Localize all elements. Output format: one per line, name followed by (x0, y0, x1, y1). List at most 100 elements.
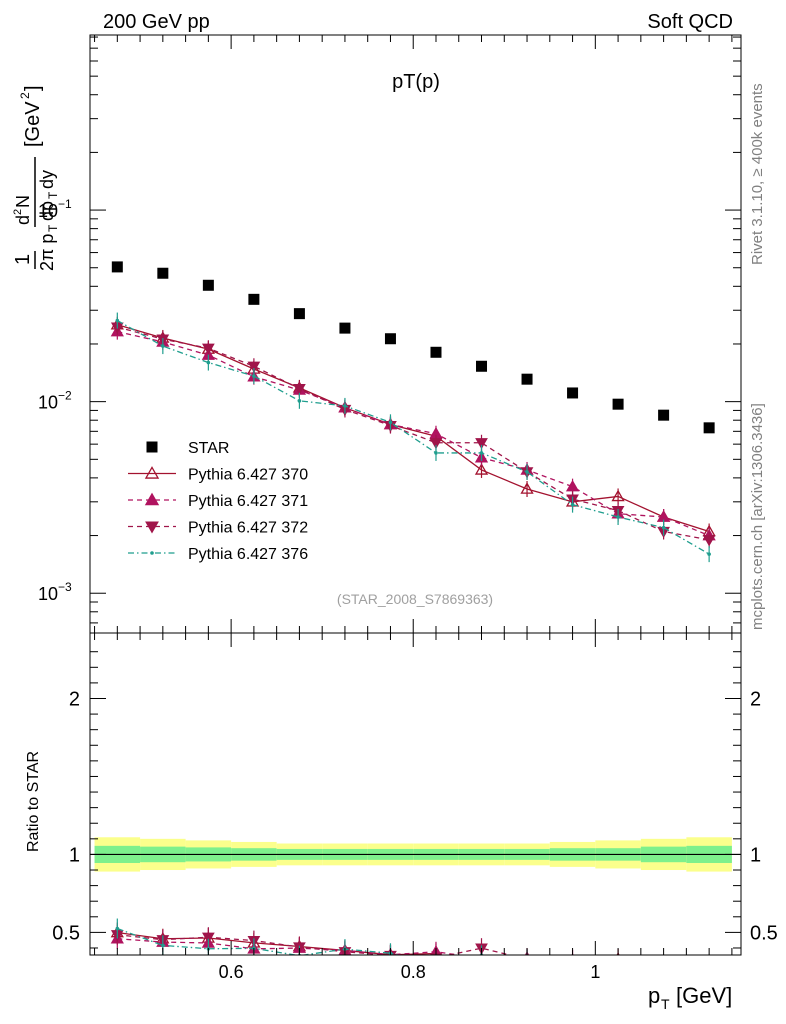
main-panel-frame (89, 34, 742, 634)
svg-text:d: d (13, 215, 33, 225)
ratio-tick-label-right: 2 (750, 688, 761, 710)
data-point (206, 360, 211, 365)
data-point (661, 525, 666, 530)
data-point (157, 267, 169, 279)
ratio-tick-label-left: 2 (69, 688, 80, 710)
data-point (475, 438, 488, 450)
ratio-point (658, 959, 669, 969)
ratio-point (567, 963, 578, 973)
data-point (429, 438, 443, 450)
ratio-point (704, 962, 715, 972)
legend-marker (150, 551, 154, 555)
legend-marker (146, 441, 158, 453)
series-line (117, 324, 710, 533)
data-point (567, 387, 579, 399)
ratio-point (571, 968, 575, 972)
ratio-point (704, 966, 715, 976)
main-panel: 10−310−210−1 pT(p) (STAR_2008_S7869363) … (38, 34, 742, 634)
data-point (293, 308, 305, 320)
y-tick-label: 10−1 (38, 197, 72, 221)
data-point (252, 374, 256, 378)
legend-entry: Pythia 6.427 372 (128, 520, 308, 537)
ratio-point (571, 952, 574, 955)
y-tick-label: 10−3 (38, 580, 72, 604)
svg-text:2: 2 (12, 209, 24, 215)
x-tick-label: 0.8 (401, 962, 426, 982)
svg-text:2: 2 (18, 92, 32, 99)
ratio-point (161, 943, 165, 948)
data-point (707, 552, 711, 556)
rivet-label: Rivet 3.1.10, ≥ 400k events (749, 83, 766, 265)
legend-entry: Pythia 6.427 376 (128, 546, 308, 563)
data-point (570, 502, 575, 507)
svg-text:1: 1 (12, 254, 34, 265)
data-point (248, 293, 260, 305)
ratio-point (662, 968, 666, 972)
legend: STAR Pythia 6.427 370 Pythia 6.427 371 Pyth… (128, 440, 308, 563)
ratio-point (616, 968, 620, 972)
data-point (476, 360, 488, 372)
data-point (430, 346, 442, 358)
ratio-point (525, 957, 529, 961)
svg-text:T: T (46, 191, 60, 199)
data-point (339, 322, 351, 334)
svg-text:[GeV: [GeV (22, 101, 44, 147)
data-point (520, 482, 534, 494)
y-tick-label: 10−2 (38, 389, 72, 413)
data-point (434, 451, 438, 455)
data-point (202, 343, 215, 355)
ratio-point (202, 932, 215, 944)
ratio-point (704, 960, 715, 970)
data-point (202, 279, 214, 291)
data-point (111, 261, 123, 273)
header-right: Soft QCD (647, 11, 733, 33)
ratio-line (117, 934, 513, 955)
svg-text:T: T (46, 224, 60, 232)
ratio-point (434, 962, 438, 966)
series-0 (111, 261, 715, 434)
analysis-label: (STAR_2008_S7869363) (337, 591, 493, 607)
legend-label: Pythia 6.427 372 (188, 520, 308, 537)
data-point (384, 333, 396, 345)
ratio-point (522, 963, 533, 973)
data-point (702, 535, 716, 547)
ratio-tick-label-right: 0.5 (750, 922, 778, 944)
svg-text:dp: dp (37, 201, 57, 221)
ratio-panel-frame (89, 632, 742, 956)
x-tick-label: 1 (590, 962, 600, 982)
series-line (117, 326, 710, 541)
data-point (612, 398, 624, 410)
legend-entry: Pythia 6.427 371 (128, 492, 308, 510)
data-point (479, 451, 484, 455)
data-point (703, 422, 715, 434)
data-point (565, 479, 580, 492)
ratio-point (567, 963, 578, 973)
data-point (161, 344, 165, 348)
legend-entry: STAR (146, 440, 229, 457)
ratio-point (115, 926, 120, 931)
ratio-point (613, 963, 624, 973)
data-point (521, 373, 533, 385)
x-tick-label: 0.6 (219, 962, 244, 982)
data-point (658, 409, 670, 421)
svg-text:2π p: 2π p (37, 234, 57, 271)
data-point (247, 361, 261, 373)
svg-text:N: N (13, 195, 33, 208)
data-point (343, 404, 347, 408)
data-point (388, 420, 393, 425)
series-line (116, 319, 710, 555)
svg-text:[GeV]: [GeV] (676, 983, 732, 1008)
svg-text:T: T (661, 996, 670, 1012)
legend-label: STAR (188, 440, 229, 457)
data-point (293, 383, 306, 396)
ratio-point (658, 959, 669, 969)
ratio-panel: 0.5 0.5 1 1 2 2 0.6 0.8 1 Ratio to STAR (25, 632, 778, 982)
data-point (525, 470, 529, 474)
ratio-point (613, 963, 624, 973)
ratio-point (520, 954, 534, 955)
ratio-tick-label-right: 1 (750, 844, 761, 866)
svg-text:dy: dy (37, 170, 57, 189)
svg-text:]: ] (22, 85, 44, 91)
legend-entry: Pythia 6.427 370 (128, 466, 308, 484)
